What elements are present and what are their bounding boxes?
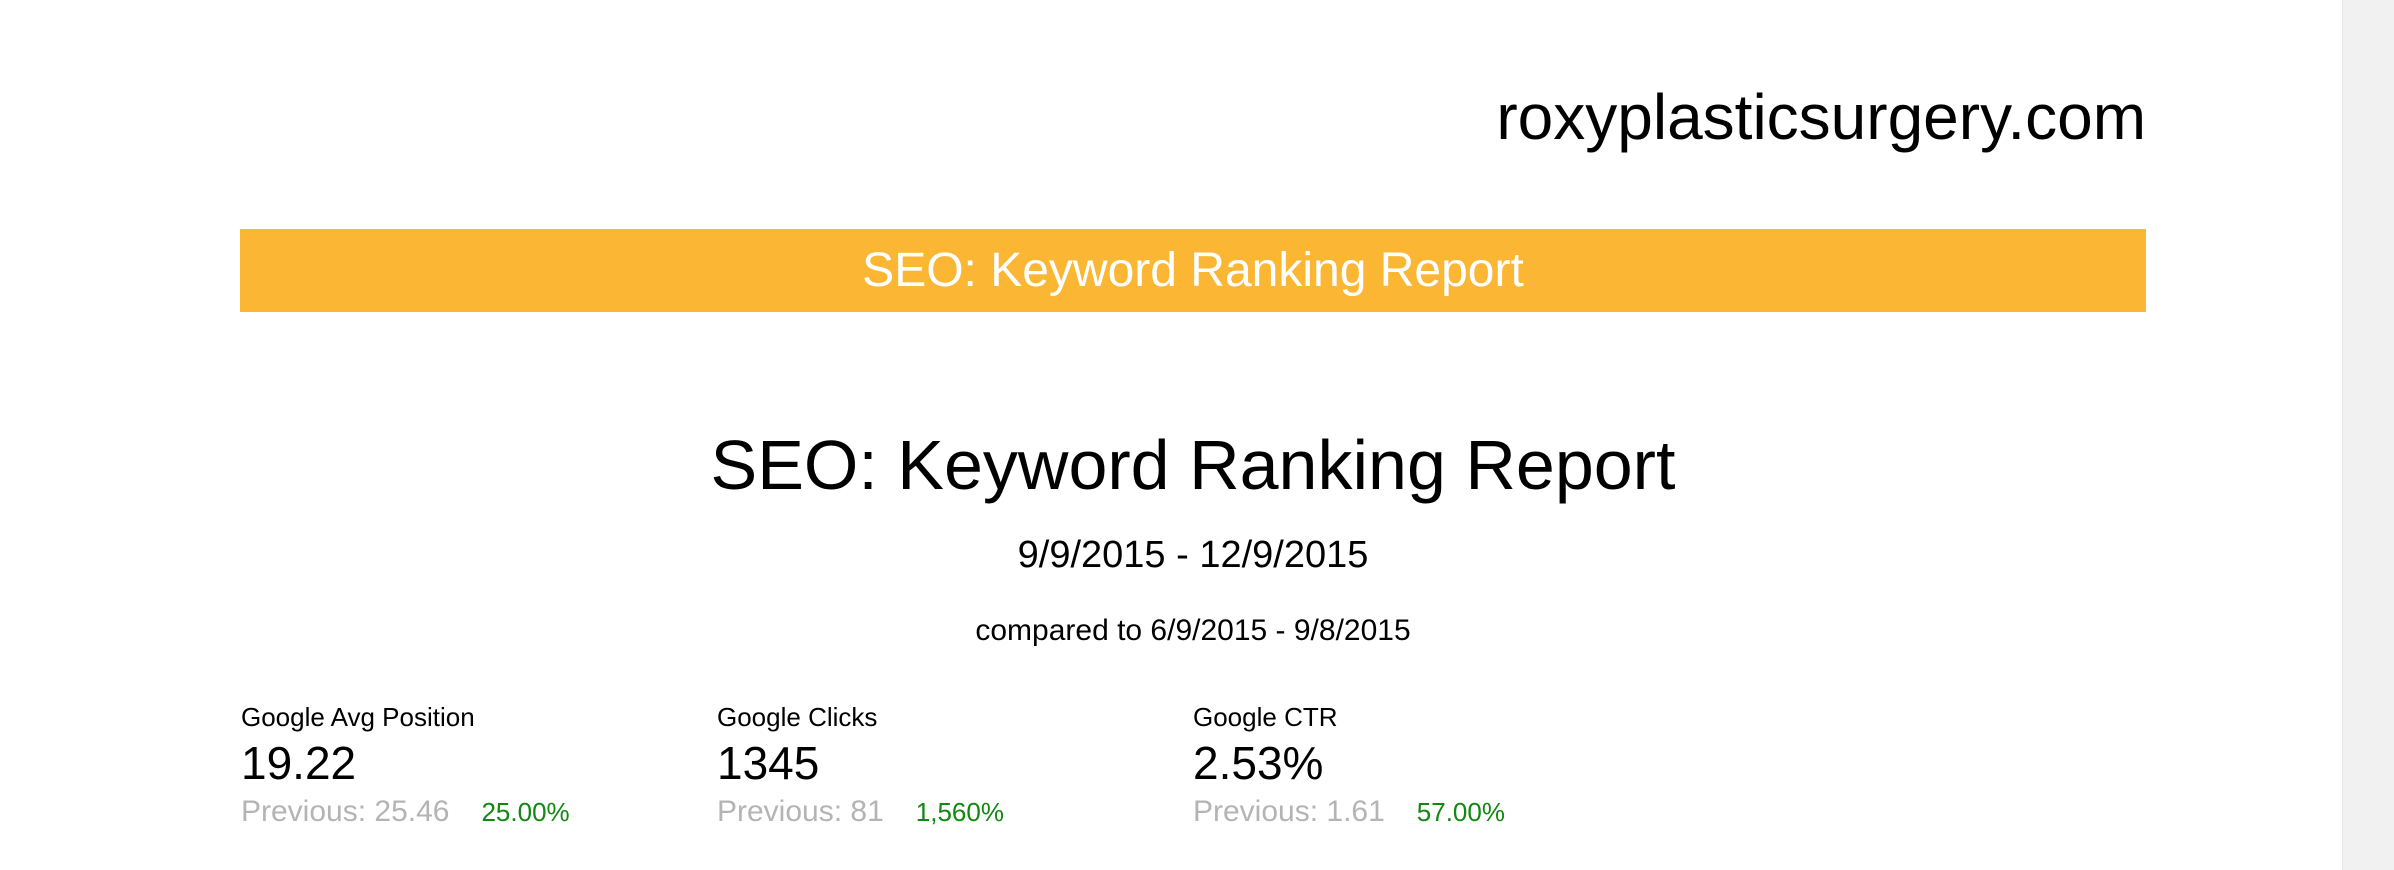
report-title: SEO: Keyword Ranking Report (710, 426, 1676, 504)
metric-value: 19.22 (241, 737, 357, 789)
site-name: roxyplasticsurgery.com (1496, 81, 2146, 153)
metric-value: 2.53% (1193, 737, 1324, 789)
metric-label: Google Avg Position (241, 702, 475, 732)
banner-title: SEO: Keyword Ranking Report (862, 243, 1524, 297)
metric-label: Google CTR (1193, 702, 1338, 732)
metric-google-ctr: Google CTR 2.53% Previous: 1.61 57.00% (1193, 700, 1653, 832)
vertical-scrollbar[interactable] (2342, 0, 2394, 870)
report-banner: SEO: Keyword Ranking Report (240, 229, 2146, 312)
metric-google-avg-position: Google Avg Position 19.22 Previous: 25.4… (241, 700, 701, 832)
metric-previous: Previous: 25.46 (241, 795, 450, 828)
metric-previous: Previous: 1.61 (1193, 795, 1385, 828)
metric-label: Google Clicks (717, 702, 878, 732)
date-range: 9/9/2015 - 12/9/2015 (1017, 534, 1369, 576)
metric-value: 1345 (717, 737, 820, 789)
metric-comparison: Previous: 1.61 57.00% (1193, 792, 1653, 832)
report-page: roxyplasticsurgery.com SEO: Keyword Rank… (240, 0, 2146, 870)
metric-google-clicks: Google Clicks 1345 Previous: 81 1,560% (717, 700, 1177, 832)
comparison-range: compared to 6/9/2015 - 9/8/2015 (975, 614, 1411, 647)
metric-previous: Previous: 81 (717, 795, 884, 828)
metric-comparison: Previous: 81 1,560% (717, 792, 1177, 832)
metric-change: 1,560% (915, 797, 1004, 827)
metric-change: 57.00% (1416, 797, 1505, 827)
metric-comparison: Previous: 25.46 25.00% (241, 792, 701, 832)
metric-change: 25.00% (481, 797, 570, 827)
